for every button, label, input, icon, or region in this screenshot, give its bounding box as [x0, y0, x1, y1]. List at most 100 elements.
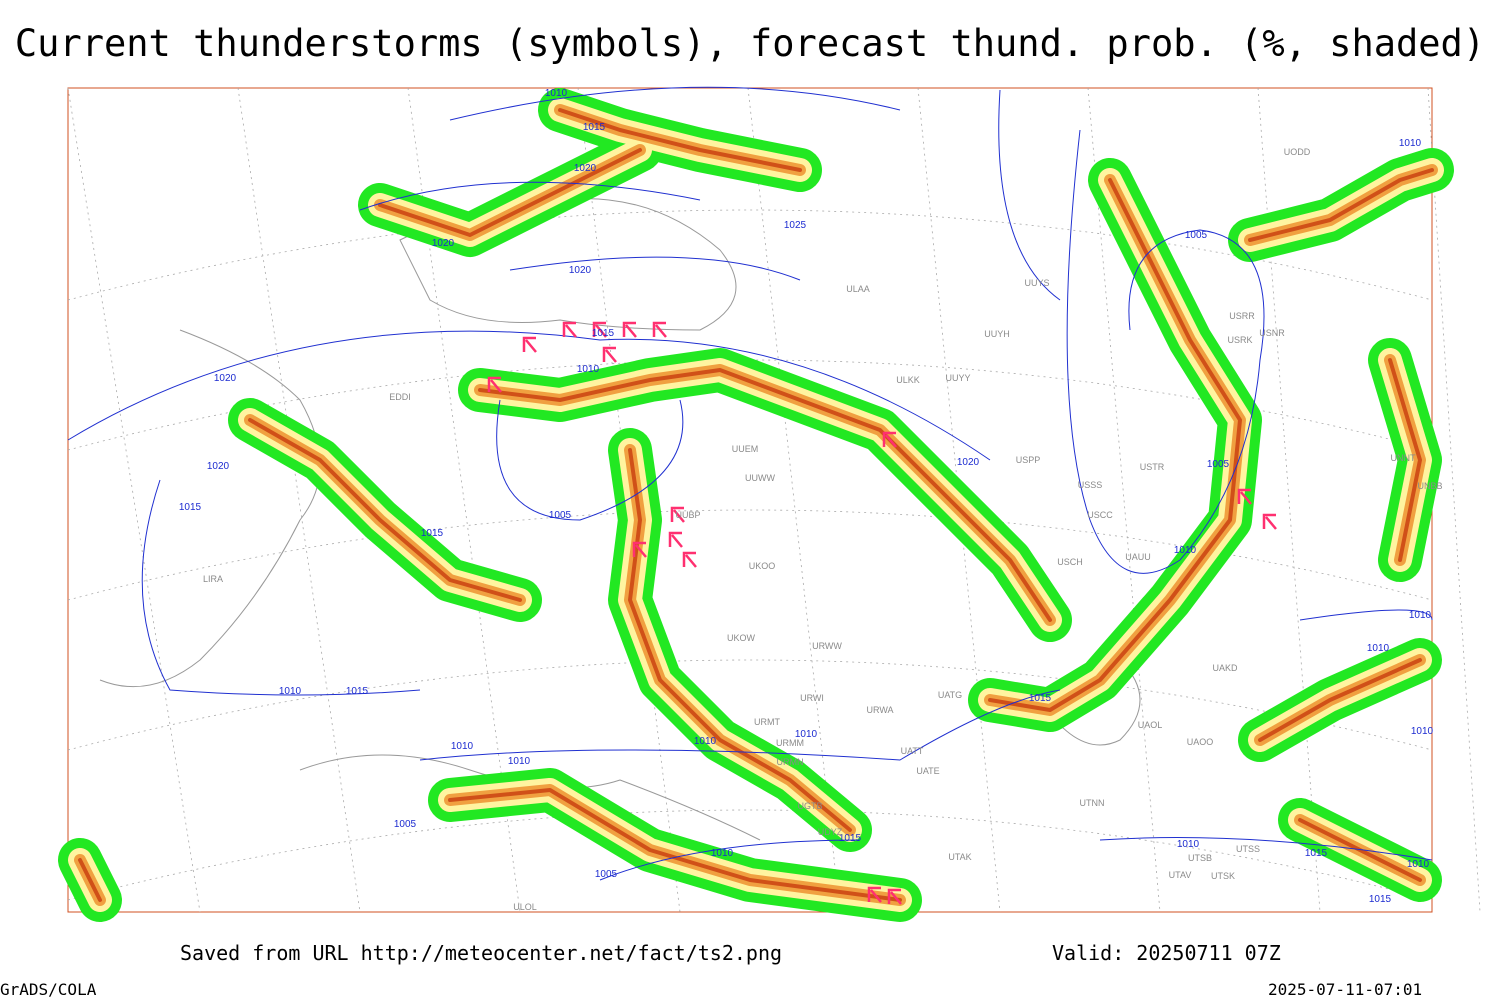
storm-symbol [602, 346, 617, 363]
thunder-prob-area [1258, 658, 1422, 742]
storm-symbol [670, 506, 685, 523]
station-label: USSS [1078, 480, 1103, 490]
graticule [237, 87, 361, 913]
isobar-label: 1015 [1369, 894, 1392, 905]
isobar-label: 1020 [214, 373, 237, 384]
station-label: UAKD [1212, 663, 1238, 673]
station-label: USRK [1227, 335, 1252, 345]
storm-symbol [1237, 488, 1252, 505]
isobar [359, 181, 701, 211]
source-url: Saved from URL http://meteocenter.net/fa… [180, 941, 782, 965]
storm-symbol [622, 321, 637, 338]
isobar [67, 330, 991, 461]
station-label: URMN [777, 757, 804, 767]
storm-symbol [562, 321, 577, 338]
station-label: USTR [1140, 462, 1165, 472]
isobar-label: 1010 [577, 364, 600, 375]
station-label: UUEM [732, 444, 759, 454]
thunder-prob-area [628, 448, 852, 832]
storm-symbol [522, 336, 537, 353]
station-label: UATT [901, 746, 924, 756]
isobar-label: 1015 [421, 528, 444, 539]
storm-symbol [632, 541, 647, 558]
thunder-prob-area [1248, 168, 1434, 242]
isobar-label: 1005 [394, 819, 417, 830]
coastline [99, 329, 321, 688]
isobar [419, 689, 1061, 761]
storm-symbol [592, 321, 607, 338]
thunder-prob-area [248, 418, 522, 602]
station-label: UODD [1284, 147, 1311, 157]
isobar [998, 89, 1061, 301]
station-label: UAOO [1187, 737, 1214, 747]
isobar-label: 1010 [694, 736, 717, 747]
graticule [747, 87, 841, 913]
isobar-label: 1025 [784, 220, 807, 231]
isobar-label: 1010 [451, 741, 474, 752]
isobar-label: 1010 [508, 756, 531, 767]
isobar [1299, 609, 1433, 621]
isobar [599, 839, 861, 881]
storm-symbol [682, 551, 697, 568]
isobar-label: 1010 [1367, 643, 1390, 654]
storm-symbol [867, 886, 882, 903]
station-label: UUBP [675, 510, 700, 520]
map-title: Current thunderstorms (symbols), forecas… [15, 22, 1485, 65]
station-label: USCH [1057, 557, 1083, 567]
station-label: UAUU [1125, 552, 1151, 562]
isobar-label: 1005 [595, 869, 618, 880]
isobar-label: 1010 [1409, 610, 1432, 621]
station-label: UTAV [1169, 870, 1192, 880]
isobar-label: 1015 [346, 686, 369, 697]
isobar-label: 1015 [179, 502, 202, 513]
station-label: ULKK [896, 375, 920, 385]
station-label: UGTB [797, 801, 822, 811]
thunder-prob-area [1388, 358, 1422, 562]
station-label: USPP [1016, 455, 1041, 465]
isobar-label: 1010 [545, 88, 568, 99]
station-label: URWI [800, 693, 824, 703]
station-label: URMT [754, 717, 780, 727]
isobar-label: 1020 [957, 457, 980, 468]
storm-symbol [652, 321, 667, 338]
isobar-label: 1020 [432, 238, 455, 249]
station-label: UATE [916, 766, 939, 776]
station-label: UTSK [1211, 871, 1235, 881]
isobar-label: 1010 [1177, 839, 1200, 850]
isobar [141, 479, 421, 696]
station-label: ULAA [846, 284, 870, 294]
graticule [67, 87, 201, 913]
station-label: USNR [1259, 328, 1285, 338]
isobar-label: 1010 [795, 729, 818, 740]
isobar [449, 86, 901, 121]
graticule [67, 659, 1433, 751]
isobar-label: 1010 [711, 848, 734, 859]
isobar-label: 1010 [1174, 545, 1197, 556]
station-label: UKOO [749, 561, 776, 571]
station-label: URWA [867, 705, 894, 715]
station-label: UATG [938, 690, 962, 700]
isobar-label: 1015 [592, 328, 615, 339]
station-label: UDYZ [818, 827, 843, 837]
graticule [67, 809, 1433, 901]
station-label: UUYH [984, 329, 1010, 339]
thunder-prob-area [558, 108, 802, 172]
station-label: UKOW [727, 633, 756, 643]
station-label: UTSS [1236, 844, 1260, 854]
isobar-label: 1015 [583, 122, 606, 133]
valid-time: Valid: 20250711 07Z [1052, 941, 1281, 965]
station-label: USRR [1229, 311, 1255, 321]
storm-symbol [487, 376, 502, 393]
isobar-label: 1010 [1411, 726, 1434, 737]
thunder-prob-area [448, 788, 902, 902]
software-credit: GrADS/COLA [0, 980, 97, 999]
station-label: UUYY [945, 373, 970, 383]
isobar-label: 1010 [1407, 859, 1430, 870]
station-label: URWW [812, 641, 842, 651]
isobar-label: 1015 [839, 833, 862, 844]
storm-symbol [887, 888, 902, 905]
isobar-label: 1015 [1305, 848, 1328, 859]
isobar-label: 1005 [1207, 459, 1230, 470]
isobar [1099, 837, 1433, 861]
